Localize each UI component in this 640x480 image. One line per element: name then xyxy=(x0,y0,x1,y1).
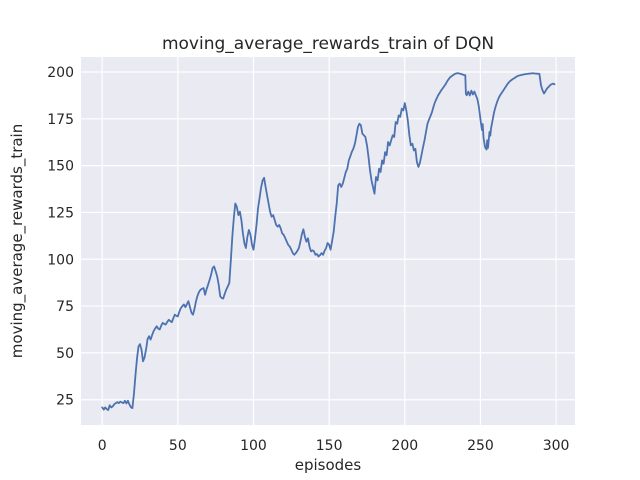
x-tick-label: 0 xyxy=(98,438,107,454)
plot-layers: 0 50 100 150 200 250 300 25 50 75 100 125 150 175 200 xyxy=(47,57,575,454)
y-tick-label: 175 xyxy=(47,112,74,128)
y-tick-label: 125 xyxy=(47,205,74,221)
x-tick-label: 200 xyxy=(391,438,418,454)
x-tick-label: 50 xyxy=(169,438,187,454)
x-tick-label: 100 xyxy=(240,438,267,454)
y-tick-label: 75 xyxy=(56,299,74,315)
chart-title: moving_average_rewards_train of DQN xyxy=(162,34,494,54)
y-tick-label: 50 xyxy=(56,346,74,362)
x-tick-label: 300 xyxy=(543,438,570,454)
y-tick-label: 25 xyxy=(56,393,74,409)
x-axis-label: episodes xyxy=(295,456,362,474)
plot-area xyxy=(81,57,575,425)
x-tick-label: 150 xyxy=(316,438,343,454)
x-tick-label: 250 xyxy=(467,438,494,454)
y-tick-label: 200 xyxy=(47,65,74,81)
reward-line xyxy=(101,72,556,411)
y-axis-label: moving_average_rewards_train xyxy=(8,124,27,358)
y-tick-label: 150 xyxy=(47,159,74,175)
y-tick-label: 100 xyxy=(47,252,74,268)
